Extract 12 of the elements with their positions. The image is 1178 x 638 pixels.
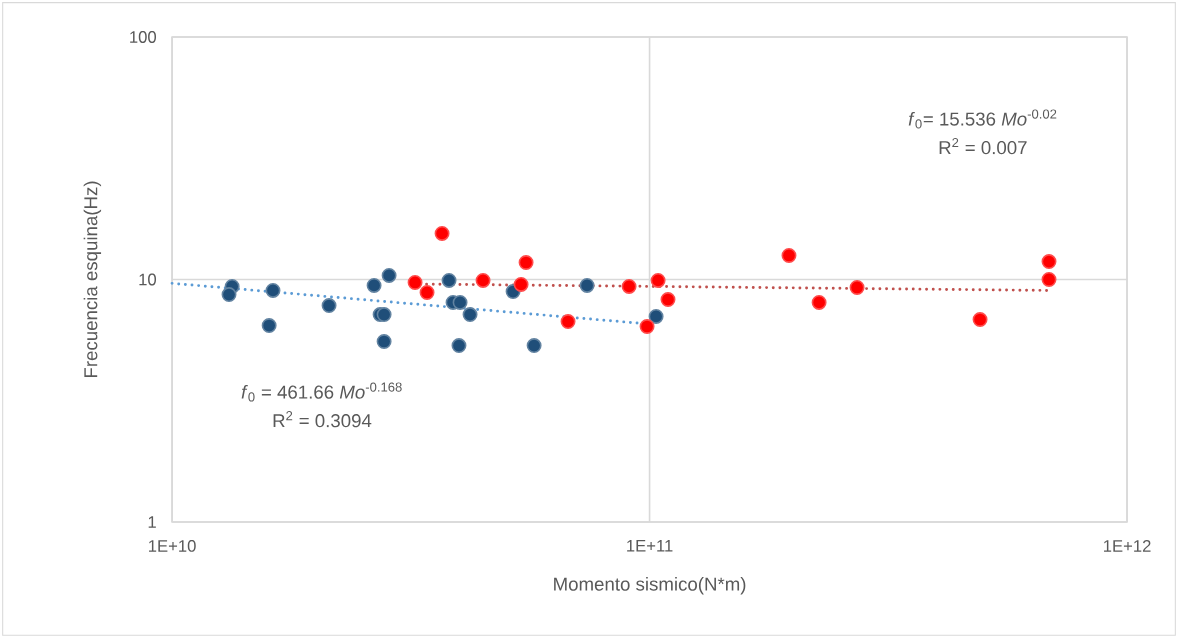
x-axis-title: Momento sismico(N*m) [554,576,746,595]
x-tick-label: 1E+10 [149,540,196,552]
annotation: R$^{2}$ = 0.3094 [273,411,372,428]
annotation: R$^{2}$ = 0.007 [939,137,1027,155]
y-tick-label: 10 [139,273,157,286]
y-axis-title: Frecuencia esquina(Hz) [83,181,102,378]
y-tick-label: 1 [148,516,156,528]
annotation: f$_{0}$ = 461.66 Mo$^{-0.168}$ [241,382,402,402]
x-tick-label: 1E+12 [1104,540,1151,552]
y-tick-label: 100 [130,31,157,43]
x-tick-label: 1E+11 [627,540,673,552]
annotation: f$_{0}$= 15.536 Mo$^{-0.02}$ [908,109,1057,129]
